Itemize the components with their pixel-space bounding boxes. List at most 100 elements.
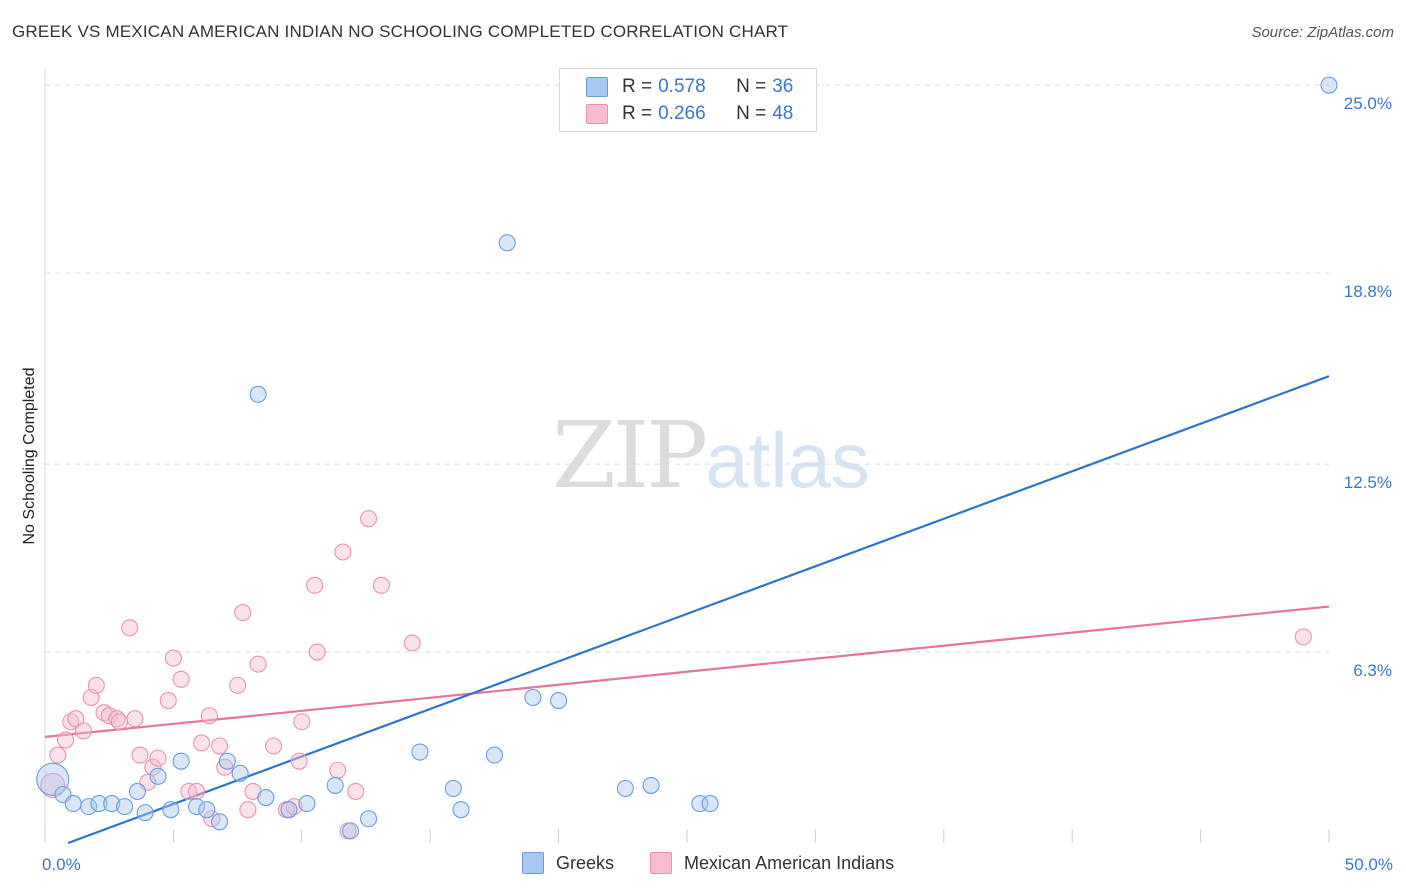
mexican-point bbox=[87, 676, 105, 694]
greeks-trend-line bbox=[67, 375, 1330, 845]
greeks-point bbox=[485, 746, 503, 764]
mexican-point bbox=[164, 649, 182, 667]
mexican-point bbox=[306, 576, 324, 594]
legend-n-label: N = bbox=[736, 103, 767, 124]
greeks-point bbox=[128, 782, 146, 801]
mexican-point bbox=[372, 576, 390, 594]
mexican-point bbox=[110, 713, 129, 731]
mexican-point bbox=[285, 798, 303, 816]
mexican-point bbox=[62, 713, 80, 731]
greeks-point bbox=[498, 234, 516, 252]
mexican-point bbox=[308, 643, 326, 661]
mexican-point bbox=[360, 510, 378, 528]
y-tick-label: 18.8% bbox=[1344, 282, 1392, 301]
greeks-point bbox=[524, 688, 542, 707]
greeks-point bbox=[452, 801, 470, 819]
greeks-point bbox=[257, 788, 275, 807]
mexican-point bbox=[329, 761, 347, 779]
legend-row-mexican: R = 0.266 N = 48 bbox=[586, 102, 793, 126]
greeks-point bbox=[162, 801, 180, 819]
mexican-point bbox=[149, 749, 167, 767]
legend-row-greeks: R = 0.578 N = 36 bbox=[586, 75, 793, 99]
mexican-point bbox=[249, 655, 267, 673]
mexican-point bbox=[229, 676, 247, 694]
greeks-point bbox=[231, 764, 249, 782]
mexican-point bbox=[121, 619, 139, 637]
legend-r-value: 0.266 bbox=[658, 103, 706, 124]
correlation-legend: R = 0.578 N = 36 R = 0.266 N = 48 bbox=[559, 68, 817, 132]
mexican-swatch bbox=[586, 104, 608, 124]
watermark-zip: ZIP bbox=[552, 402, 708, 509]
legend-greeks-label: Greeks bbox=[556, 852, 615, 873]
greeks-swatch bbox=[586, 77, 608, 97]
y-tick-label: 6.3% bbox=[1353, 661, 1392, 680]
greeks-point bbox=[218, 752, 236, 770]
mexican-point bbox=[172, 670, 190, 688]
chart-title: GREEK VS MEXICAN AMERICAN INDIAN NO SCHO… bbox=[12, 22, 789, 41]
mexican-point bbox=[1294, 628, 1312, 646]
legend-r-value: 0.578 bbox=[658, 76, 706, 97]
legend-item-mexican: Mexican American Indians bbox=[650, 852, 894, 874]
axis-layer bbox=[44, 68, 1330, 843]
mexican-point bbox=[265, 737, 283, 755]
greeks-point bbox=[342, 822, 360, 840]
legend-n-label: N = bbox=[736, 76, 767, 97]
greeks-point bbox=[642, 776, 660, 794]
mexican-point bbox=[193, 734, 211, 752]
greeks-point bbox=[211, 813, 229, 831]
mexican-point bbox=[211, 737, 229, 755]
mexican-swatch bbox=[650, 852, 673, 874]
mexican-point bbox=[293, 713, 311, 731]
label-layer: 6.3% 12.5% 18.8% 25.0% 0.0% 50.0% No Schooling… bbox=[21, 94, 1393, 874]
greeks-point bbox=[691, 795, 709, 813]
mexican-trend-line bbox=[44, 605, 1330, 738]
greeks-point bbox=[198, 801, 216, 819]
legend-n-value: 36 bbox=[772, 76, 794, 97]
mexican-point bbox=[126, 710, 144, 728]
mexican-point bbox=[290, 752, 308, 770]
greeks-point bbox=[444, 779, 462, 797]
mexican-point bbox=[108, 710, 126, 728]
greeks-point bbox=[64, 795, 82, 813]
x-tick-label: 0.0% bbox=[42, 855, 81, 874]
greeks-point bbox=[1320, 76, 1338, 94]
greeks-point bbox=[90, 795, 108, 813]
mexican-point bbox=[347, 782, 365, 801]
mexican-point bbox=[131, 746, 149, 764]
legend-r-label: R = bbox=[622, 103, 653, 124]
x-tick-label: 50.0% bbox=[1345, 855, 1393, 874]
grid-layer bbox=[45, 84, 1329, 653]
source-label: Source: ZipAtlas.com bbox=[1251, 24, 1394, 41]
mexican-point bbox=[49, 746, 67, 764]
mexican-point bbox=[334, 543, 352, 561]
greeks-point bbox=[149, 767, 167, 785]
greeks-point bbox=[326, 776, 344, 794]
trend-layer bbox=[44, 375, 1330, 845]
legend-r-label: R = bbox=[622, 76, 653, 97]
greeks-point bbox=[360, 810, 378, 828]
mexican-point bbox=[144, 758, 162, 776]
greeks-point bbox=[103, 795, 121, 813]
greeks-point bbox=[116, 798, 134, 816]
mexican-point bbox=[56, 731, 75, 749]
watermark-atlas: atlas bbox=[705, 416, 870, 504]
y-axis-title: No Schooling Completed bbox=[21, 368, 38, 545]
greeks-point bbox=[411, 743, 429, 761]
mexican-point bbox=[403, 634, 421, 652]
legend-n-value: 48 bbox=[772, 103, 794, 124]
mexican-point bbox=[234, 604, 252, 622]
mexican-point bbox=[187, 782, 206, 801]
greeks-point bbox=[249, 385, 267, 403]
point-layer bbox=[36, 76, 1338, 840]
y-tick-label: 12.5% bbox=[1344, 473, 1392, 492]
greeks-point bbox=[187, 798, 206, 816]
mexican-point bbox=[159, 691, 177, 710]
mexican-point bbox=[67, 710, 85, 728]
mexican-point bbox=[239, 801, 257, 819]
zipatlas-watermark: ZIPatlas bbox=[552, 402, 870, 509]
series-legend: Greeks Mexican American Indians bbox=[522, 852, 930, 874]
greeks-point bbox=[298, 795, 316, 813]
greeks-point bbox=[616, 779, 634, 797]
greeks-point bbox=[550, 691, 568, 710]
